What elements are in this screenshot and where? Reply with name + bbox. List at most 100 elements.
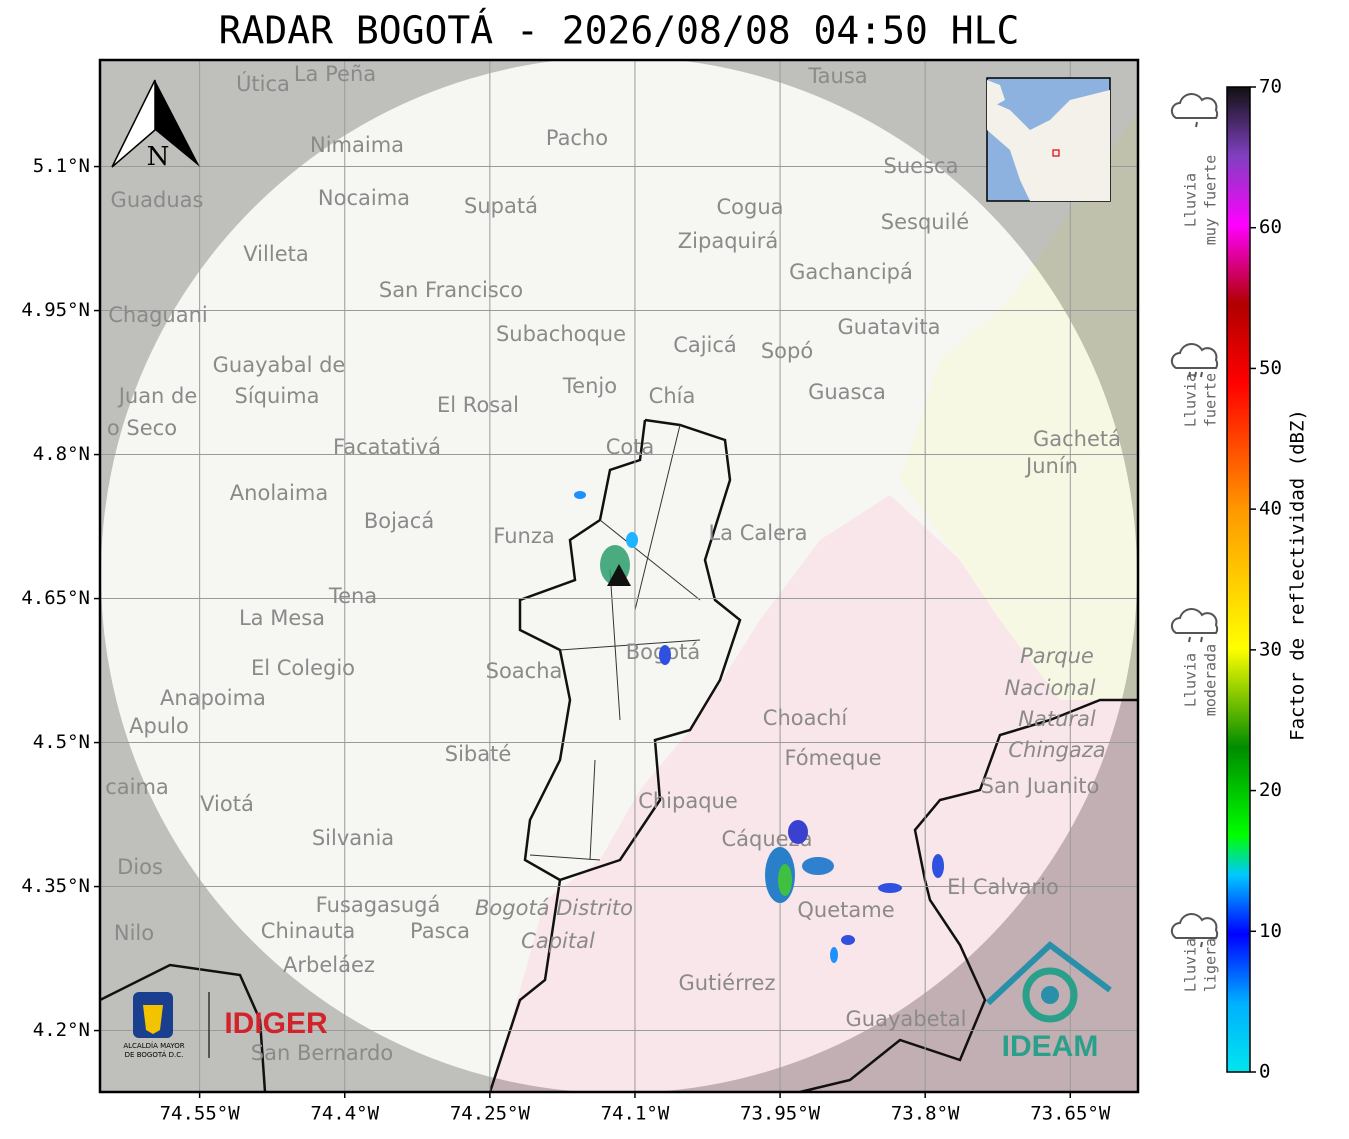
alcaldia-text: ALCALDÍA MAYOR [123, 1041, 184, 1050]
drop [1195, 121, 1198, 128]
drop [1200, 941, 1203, 948]
north-arrow: N [111, 79, 200, 172]
colorbar-label: Factor de reflectividad (dBZ) [1287, 409, 1309, 741]
ideam-logo: IDEAM [1002, 1030, 1099, 1063]
place-label: Nacional [1005, 676, 1096, 700]
place-label: Capital [521, 929, 595, 953]
place-label: Funza [493, 524, 554, 548]
rain-level-label: muy fuerte [1202, 155, 1220, 245]
inset-map [986, 77, 1111, 202]
north-label: N [147, 142, 170, 172]
colorbar-tick-label: 50 [1259, 357, 1282, 379]
arrow-right [155, 80, 200, 167]
rain-icon [1170, 93, 1219, 128]
place-label: o Seco [107, 416, 177, 440]
place-label: San Juanito [981, 774, 1100, 798]
lat-tick-label: 5.1°N [33, 155, 90, 177]
echo [659, 645, 671, 665]
place-label: Guatavita [838, 315, 941, 339]
place-label: Apulo [129, 714, 189, 738]
alcaldia-text: DE BOGOTÁ D.C. [125, 1050, 184, 1059]
place-label: Guayabetal [846, 1007, 967, 1031]
lat-tick-label: 4.95°N [21, 299, 90, 321]
drop [1188, 371, 1191, 378]
place-label: Supatá [464, 194, 538, 218]
lat-tick-label: 4.8°N [33, 443, 90, 465]
place-label: Natural [1018, 707, 1096, 731]
lon-tick-label: 74.4°W [310, 1103, 379, 1125]
place-label: Sesquilé [881, 210, 969, 234]
place-label: Facatativá [333, 435, 441, 459]
place-label: La Mesa [239, 606, 325, 630]
echo [841, 935, 855, 945]
district-boundary [488, 418, 742, 1092]
place-label: Zipaquirá [678, 229, 778, 253]
place-label: Choachí [763, 706, 849, 730]
echo [878, 883, 902, 893]
drop [1194, 371, 1197, 378]
echo [830, 947, 838, 963]
rain-icon [1170, 913, 1219, 948]
drop [1200, 636, 1203, 643]
place-label: San Francisco [379, 278, 523, 302]
place-label: Chingaza [1008, 738, 1105, 762]
alcaldia-emblem [143, 1005, 163, 1034]
place-label: Útica [236, 71, 290, 96]
rain-level-label: Lluvia [1182, 373, 1200, 427]
ideam-swirl [1022, 967, 1078, 1023]
lon-tick-label: 74.1°W [601, 1103, 670, 1125]
place-label: San Bernardo [251, 1041, 393, 1065]
rain-level-label: Lluvia [1182, 653, 1200, 707]
rain-level-label: Lluvia [1182, 173, 1200, 227]
place-label: El Colegio [251, 656, 355, 680]
place-label: Fusagasugá [316, 893, 441, 917]
echo [574, 491, 586, 499]
drop [1200, 371, 1203, 378]
place-label: Nimaima [310, 133, 404, 157]
rain-level-label: fuerte [1202, 373, 1220, 427]
colorbar-tick-label: 20 [1259, 779, 1282, 801]
rain-level-label: moderada [1202, 644, 1220, 716]
cloud [1170, 343, 1219, 369]
echo [778, 864, 792, 896]
place-label: Guaduas [111, 188, 204, 212]
inset-locator [1052, 149, 1060, 157]
inset-land [987, 90, 1110, 201]
colorbar-tick-label: 10 [1259, 920, 1282, 942]
rain-level-label: ligera [1202, 938, 1220, 992]
colorbar-tick-label: 30 [1259, 638, 1282, 660]
lon-tick-label: 73.95°W [740, 1103, 821, 1125]
place-label: Tena [328, 584, 377, 608]
place-label: La Peña [294, 62, 376, 86]
place-label: Anapoima [160, 686, 266, 710]
place-label: Anolaima [230, 481, 328, 505]
radar-site [607, 564, 631, 586]
place-label: Subachoque [496, 322, 626, 346]
place-label: Pacho [546, 126, 608, 150]
place-label: Cogua [716, 195, 783, 219]
ideam-swirl [1041, 986, 1059, 1004]
place-label: Chaguani [108, 303, 208, 327]
grid [100, 60, 1138, 1092]
place-label: Suesca [884, 154, 959, 178]
echo [788, 820, 808, 844]
place-label: Pasca [410, 919, 470, 943]
place-label: Chinauta [261, 919, 355, 943]
place-label: caima [105, 775, 169, 799]
rain-icon [1170, 608, 1219, 643]
lon-tick-label: 74.55°W [160, 1103, 241, 1125]
inset-land [987, 80, 1005, 110]
place-label: Junín [1024, 454, 1078, 478]
district-boundary [518, 419, 647, 882]
colorbar-tick-label: 0 [1259, 1061, 1270, 1083]
place-label: Chía [649, 384, 696, 408]
lon-tick-label: 74.25°W [450, 1103, 531, 1125]
place-labels: Útica La Peña Tausa Pacho Nimaima Guaduas Noca… [105, 62, 1121, 1065]
place-label: La Calera [708, 521, 807, 545]
lat-tick-label: 4.65°N [21, 587, 90, 609]
logos: ALCALDÍA MAYOR DE BOGOTÁ D.C. IDIGER IDE… [123, 941, 1112, 1063]
place-label: Soacha [486, 659, 563, 683]
place-label: Cota [606, 435, 655, 459]
lat-tick-label: 4.35°N [21, 875, 90, 897]
